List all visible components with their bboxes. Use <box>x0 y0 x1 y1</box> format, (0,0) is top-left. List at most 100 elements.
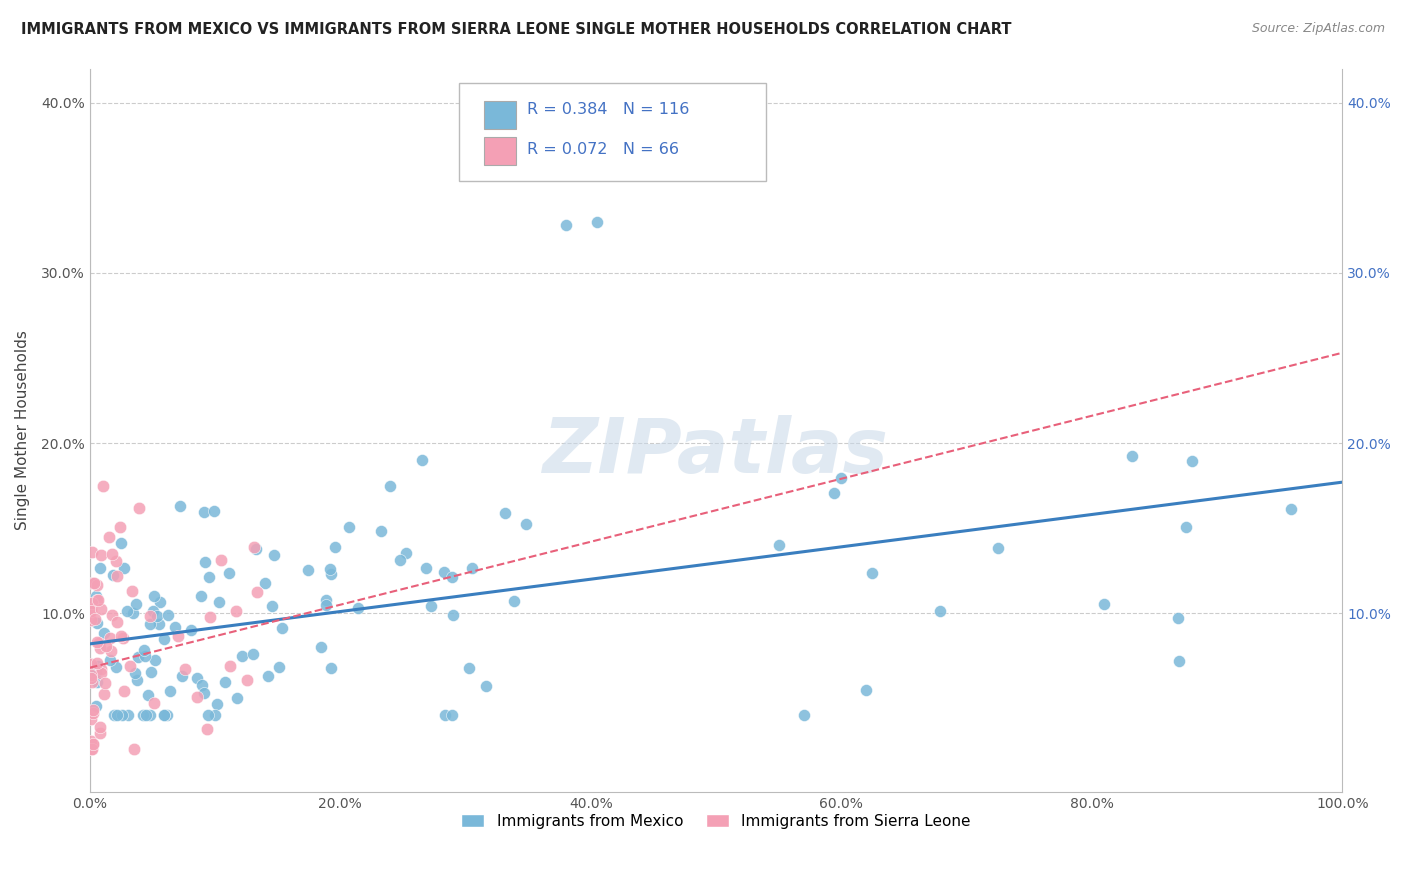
Immigrants from Mexico <box>84 589 107 603</box>
Immigrants from Sierra Leone <box>86 593 108 607</box>
Immigrants from Sierra Leone <box>80 734 103 748</box>
Immigrants from Mexico <box>860 566 883 581</box>
Immigrants from Mexico <box>86 615 108 630</box>
Immigrants from Mexico <box>169 499 191 513</box>
Immigrants from Mexico <box>267 660 290 674</box>
Immigrants from Mexico <box>929 605 952 619</box>
Immigrants from Mexico <box>186 672 208 686</box>
Immigrants from Mexico <box>141 665 163 679</box>
Immigrants from Mexico <box>159 684 181 698</box>
Immigrants from Mexico <box>433 708 456 723</box>
Text: R = 0.384   N = 116: R = 0.384 N = 116 <box>527 103 689 117</box>
Immigrants from Mexico <box>86 674 108 689</box>
Immigrants from Sierra Leone <box>80 544 103 558</box>
Immigrants from Mexico <box>84 665 107 680</box>
Immigrants from Sierra Leone <box>86 635 108 649</box>
Immigrants from Sierra Leone <box>82 737 104 751</box>
Immigrants from Sierra Leone <box>118 659 141 673</box>
Immigrants from Mexico <box>370 524 392 538</box>
Immigrants from Sierra Leone <box>121 583 143 598</box>
Immigrants from Mexico <box>395 546 418 560</box>
Text: R = 0.072   N = 66: R = 0.072 N = 66 <box>527 142 679 157</box>
FancyBboxPatch shape <box>460 83 766 181</box>
Immigrants from Sierra Leone <box>80 613 103 627</box>
Immigrants from Sierra Leone <box>90 662 112 676</box>
Immigrants from Mexico <box>163 620 186 634</box>
Immigrants from Sierra Leone <box>82 706 104 720</box>
Y-axis label: Single Mother Households: Single Mother Households <box>15 330 30 530</box>
Immigrants from Mexico <box>388 553 411 567</box>
Immigrants from Mexico <box>420 599 443 613</box>
Immigrants from Mexico <box>193 686 215 700</box>
Immigrants from Mexico <box>218 566 240 580</box>
Immigrants from Mexico <box>297 563 319 577</box>
Immigrants from Mexico <box>440 708 463 723</box>
Immigrants from Sierra Leone <box>86 657 108 671</box>
Immigrants from Sierra Leone <box>167 629 190 643</box>
Immigrants from Mexico <box>125 673 148 687</box>
Immigrants from Mexico <box>105 708 128 723</box>
Immigrants from Mexico <box>198 570 221 584</box>
Immigrants from Mexico <box>415 561 437 575</box>
Immigrants from Sierra Leone <box>110 629 132 643</box>
Immigrants from Sierra Leone <box>112 683 135 698</box>
Immigrants from Sierra Leone <box>80 667 103 681</box>
Immigrants from Sierra Leone <box>219 658 242 673</box>
Immigrants from Mexico <box>257 669 280 683</box>
Immigrants from Sierra Leone <box>98 631 121 645</box>
Immigrants from Mexico <box>315 593 337 607</box>
Immigrants from Mexico <box>380 479 402 493</box>
Immigrants from Mexico <box>242 647 264 661</box>
Immigrants from Mexico <box>143 653 166 667</box>
Immigrants from Sierra Leone <box>80 603 103 617</box>
Immigrants from Mexico <box>205 697 228 711</box>
Immigrants from Mexico <box>153 632 176 647</box>
Text: Source: ZipAtlas.com: Source: ZipAtlas.com <box>1251 22 1385 36</box>
Immigrants from Mexico <box>1092 598 1115 612</box>
Immigrants from Sierra Leone <box>80 674 103 689</box>
Immigrants from Mexico <box>494 506 516 520</box>
Immigrants from Sierra Leone <box>82 737 104 751</box>
Immigrants from Sierra Leone <box>198 610 221 624</box>
Immigrants from Mexico <box>139 616 162 631</box>
Immigrants from Mexico <box>309 640 332 654</box>
Immigrants from Mexico <box>139 708 162 723</box>
Immigrants from Mexico <box>225 691 247 706</box>
Immigrants from Sierra Leone <box>100 643 122 657</box>
Immigrants from Mexico <box>441 607 464 622</box>
Immigrants from Sierra Leone <box>186 690 208 704</box>
Immigrants from Mexico <box>319 562 342 576</box>
Immigrants from Mexico <box>515 516 537 531</box>
Immigrants from Mexico <box>93 626 115 640</box>
Immigrants from Mexico <box>132 643 155 657</box>
Immigrants from Mexico <box>855 682 877 697</box>
Immigrants from Mexico <box>1174 520 1197 534</box>
Immigrants from Mexico <box>263 548 285 562</box>
Immigrants from Sierra Leone <box>80 657 103 671</box>
Immigrants from Sierra Leone <box>94 676 117 690</box>
Immigrants from Mexico <box>457 661 479 675</box>
Immigrants from Mexico <box>170 669 193 683</box>
Immigrants from Mexico <box>315 599 337 613</box>
Immigrants from Sierra Leone <box>82 596 104 610</box>
Immigrants from Mexico <box>105 660 128 674</box>
Immigrants from Mexico <box>503 594 526 608</box>
Immigrants from Sierra Leone <box>90 548 112 562</box>
Immigrants from Mexico <box>148 617 170 632</box>
Immigrants from Mexico <box>142 589 165 603</box>
Immigrants from Mexico <box>768 538 790 552</box>
Immigrants from Mexico <box>475 679 498 693</box>
Immigrants from Sierra Leone <box>173 662 195 676</box>
Immigrants from Sierra Leone <box>80 602 103 616</box>
Immigrants from Mexico <box>254 576 277 591</box>
Immigrants from Sierra Leone <box>138 609 160 624</box>
Immigrants from Sierra Leone <box>90 601 112 615</box>
Immigrants from Mexico <box>125 597 148 611</box>
Immigrants from Mexico <box>270 621 292 635</box>
Immigrants from Sierra Leone <box>128 500 150 515</box>
Immigrants from Sierra Leone <box>89 666 111 681</box>
Immigrants from Sierra Leone <box>86 578 108 592</box>
Immigrants from Sierra Leone <box>89 641 111 656</box>
Immigrants from Mexico <box>323 541 346 555</box>
Immigrants from Mexico <box>153 708 176 723</box>
